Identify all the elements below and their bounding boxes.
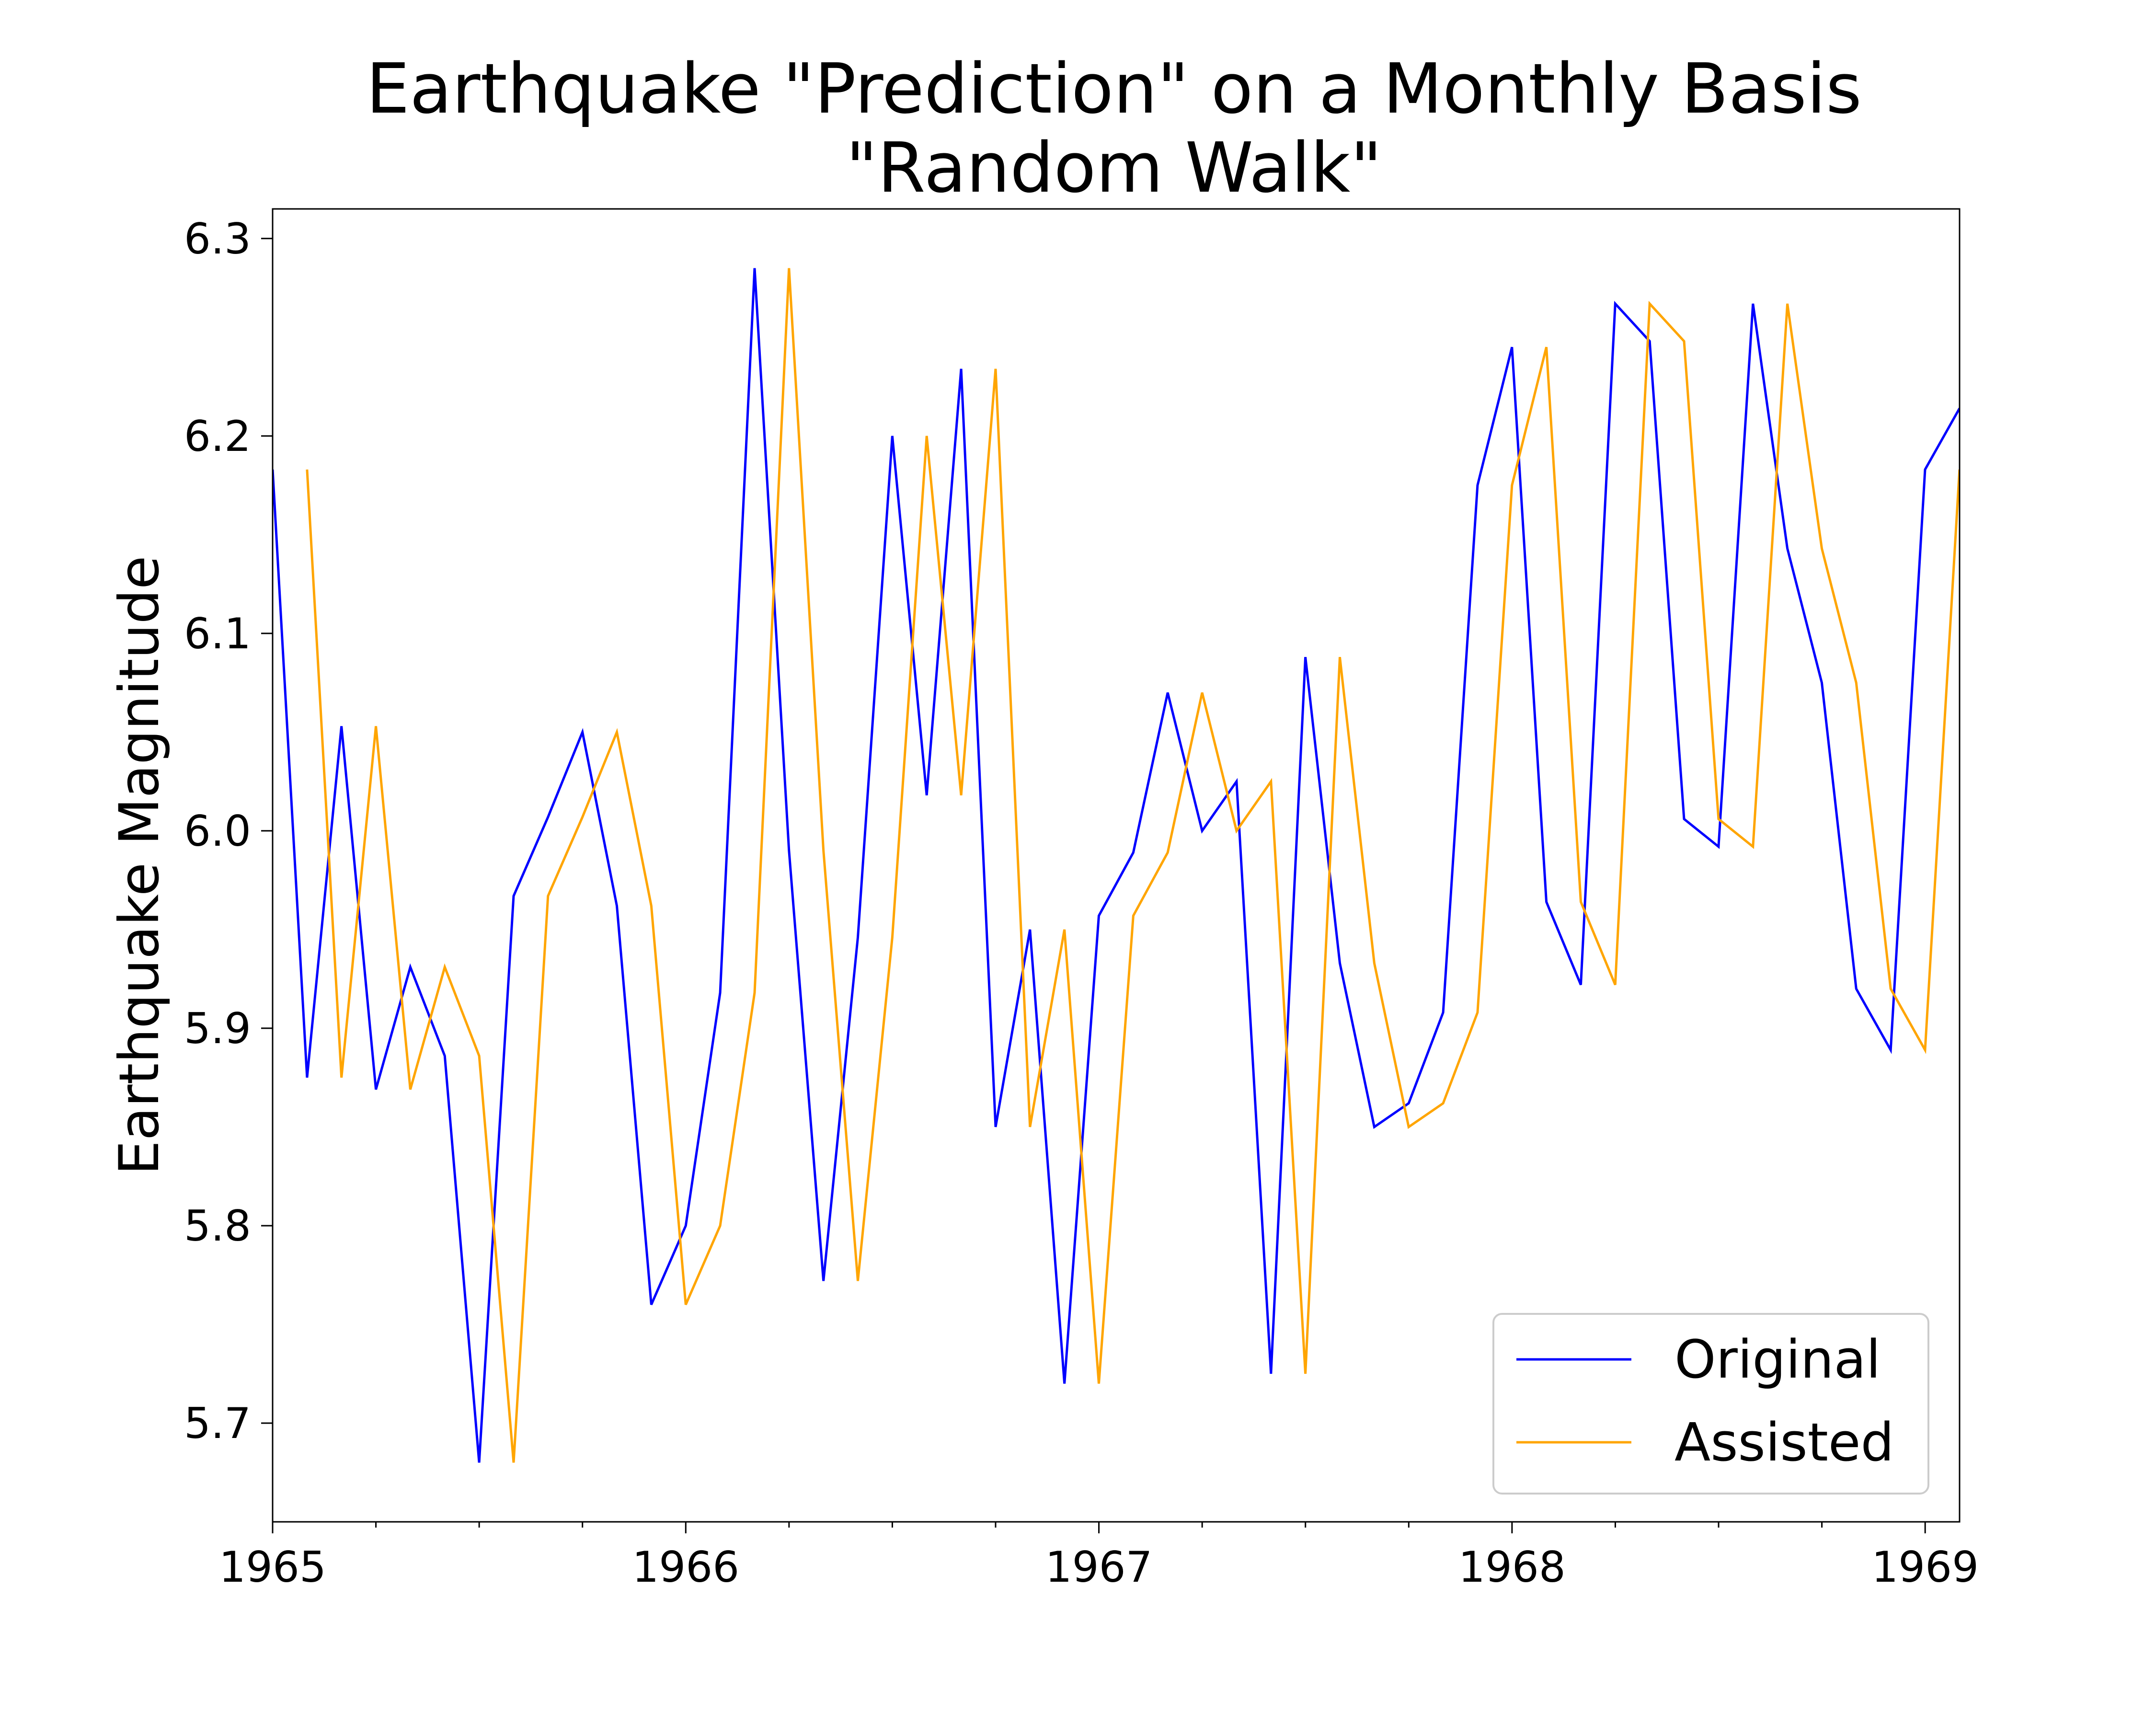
y-tick-label: 6.2: [184, 412, 251, 461]
series-layer: [273, 268, 1960, 1463]
x-tick-label: 1968: [1458, 1542, 1566, 1592]
y-tick-label: 5.7: [184, 1399, 251, 1448]
y-tick-label: 6.0: [184, 806, 251, 856]
plot-frame: [272, 208, 1961, 1523]
series-line-original: [273, 268, 1960, 1463]
legend-label-assisted: Assisted: [1674, 1412, 1894, 1473]
y-tick-label: 6.1: [184, 609, 251, 658]
x-axis: 1965 1966 1967 1968 1969: [219, 1522, 1979, 1592]
legend: Original Assisted: [1492, 1313, 1929, 1495]
x-tick-label: 1966: [632, 1542, 739, 1592]
y-axis-label: Earthquake Magnitude: [107, 556, 171, 1175]
x-tick-label: 1965: [219, 1542, 326, 1592]
x-tick-label: 1967: [1045, 1542, 1153, 1592]
y-tick-label: 5.9: [184, 1004, 251, 1053]
y-axis: 5.7 5.8 5.9 6.0 6.1 6.2 6.3: [184, 214, 273, 1448]
chart-title-line2: "Random Walk": [846, 127, 1382, 208]
chart-title-line1: Earthquake "Prediction" on a Monthly Bas…: [366, 48, 1862, 129]
legend-label-original: Original: [1674, 1329, 1881, 1390]
y-tick-label: 5.8: [184, 1201, 251, 1251]
y-tick-label: 6.3: [184, 214, 251, 264]
x-tick-label: 1969: [1871, 1542, 1979, 1592]
series-line-assisted: [306, 268, 1960, 1463]
